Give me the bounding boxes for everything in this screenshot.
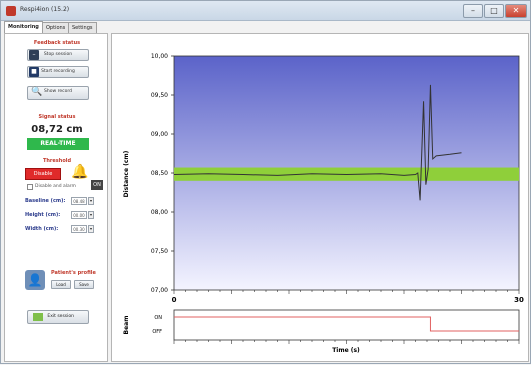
title-bar: Respi4ion (15.2) – □ ✕: [1, 1, 530, 21]
load-profile-button[interactable]: Load: [51, 280, 71, 289]
y-axis-label: Distance (cm): [123, 150, 130, 197]
x-tick-label: 0: [172, 296, 177, 304]
y-tick-label: 08,00: [151, 209, 168, 216]
speaker-icon[interactable]: ON: [91, 180, 103, 190]
tab-options[interactable]: Options: [42, 22, 70, 33]
stop-icon: –: [29, 50, 39, 60]
width-stepper[interactable]: ▾: [88, 225, 94, 233]
beam-plot-area: [173, 309, 520, 341]
y-tick-label: 08,50: [151, 170, 168, 177]
y-tick-label: 09,00: [151, 131, 168, 138]
tab-monitoring[interactable]: Monitoring: [4, 21, 43, 33]
disable-alarm-button[interactable]: Disable: [25, 168, 61, 180]
realtime-badge: REAL-TIME: [27, 138, 89, 150]
baseline-stepper[interactable]: ▾: [88, 197, 94, 205]
baseline-label: Baseline (cm):: [25, 198, 66, 204]
y-tick-label: 07,00: [151, 287, 168, 294]
beam-off-label: OFF: [152, 329, 162, 335]
show-record-button[interactable]: Show record: [27, 86, 89, 100]
tab-settings[interactable]: Settings: [68, 22, 97, 33]
chart-panel: 10,00 09,50 09,00 08,50 08,00 07,50 07,00 0 30 …: [111, 33, 529, 362]
beam-on-label: ON: [154, 315, 162, 321]
close-button[interactable]: ✕: [505, 4, 527, 18]
baseline-input[interactable]: 08.48: [71, 197, 87, 205]
search-icon: 🔍: [31, 87, 43, 97]
patient-profile-icon: 👤: [25, 270, 45, 290]
beam-axis-label: Beam: [123, 316, 130, 335]
signal-status-title: Signal status: [38, 114, 76, 120]
height-label: Height (cm):: [25, 212, 61, 218]
app-logo-icon: [6, 6, 16, 16]
height-stepper[interactable]: ▾: [88, 211, 94, 219]
threshold-title: Threshold: [42, 158, 72, 164]
feedback-status-title: Feedback status: [33, 40, 81, 46]
minimize-button[interactable]: –: [463, 4, 483, 18]
x-tick-label: 30: [514, 296, 524, 304]
width-label: Width (cm):: [25, 226, 59, 232]
y-tick-label: 07,50: [151, 248, 168, 255]
measurement-value: 08,72 cm: [31, 124, 83, 135]
width-input[interactable]: 00.30: [71, 225, 87, 233]
height-input[interactable]: 00.00: [71, 211, 87, 219]
exit-icon: [33, 313, 43, 321]
start-recording-button[interactable]: Start recording: [27, 66, 89, 78]
distance-series-line: [173, 84, 462, 201]
save-profile-button[interactable]: Save: [74, 280, 94, 289]
window-title: Respi4ion (15.2): [20, 6, 70, 13]
beam-state-line: [174, 316, 519, 332]
bell-icon: 🔔: [71, 164, 89, 180]
record-icon: ■: [29, 67, 39, 77]
x-axis-label: Time (s): [332, 347, 360, 354]
maximize-button[interactable]: □: [484, 4, 504, 18]
patient-profile-title: Patient's profile: [51, 270, 96, 276]
disable-alarm-checkbox[interactable]: [27, 184, 33, 190]
disable-alarm-checkbox-label: Disable and alarm: [35, 184, 76, 189]
y-tick-label: 10,00: [151, 53, 168, 60]
control-panel: Feedback status Stop session – Start rec…: [4, 33, 108, 362]
stop-session-button[interactable]: Stop session: [27, 49, 89, 61]
y-tick-label: 09,50: [151, 92, 168, 99]
